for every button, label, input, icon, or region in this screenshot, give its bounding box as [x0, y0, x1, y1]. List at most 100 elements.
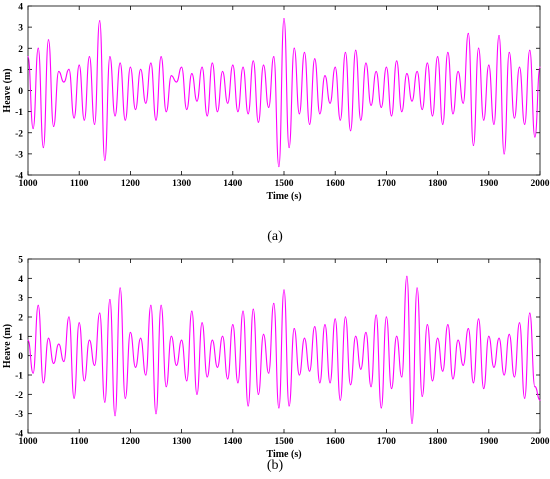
data-point	[247, 113, 249, 115]
data-point	[175, 364, 178, 366]
data-point	[68, 316, 70, 318]
data-point	[134, 366, 137, 368]
data-point	[78, 322, 80, 324]
data-point	[467, 32, 469, 35]
data-point	[385, 66, 387, 68]
data-point	[462, 102, 464, 104]
x-tick-label: 1200	[121, 437, 140, 447]
data-point	[206, 115, 208, 117]
data-point	[165, 111, 167, 113]
x-tick-label: 1400	[223, 437, 242, 447]
data-point	[513, 376, 516, 378]
x-tick-label: 2000	[531, 437, 550, 447]
data-point	[370, 104, 372, 106]
data-point	[472, 144, 475, 147]
data-point	[288, 146, 290, 149]
data-point	[416, 287, 418, 289]
data-point	[380, 106, 382, 108]
data-point	[206, 376, 208, 378]
data-point	[411, 100, 413, 102]
data-point	[63, 360, 65, 363]
data-point	[42, 146, 44, 149]
data-point	[390, 115, 393, 117]
data-point	[442, 370, 444, 372]
data-point	[186, 380, 188, 382]
y-tick-label: -3	[15, 410, 23, 420]
data-point	[201, 66, 203, 68]
data-point	[252, 60, 254, 62]
data-point	[426, 62, 428, 64]
data-point	[401, 111, 403, 113]
data-point	[175, 81, 178, 83]
data-point	[78, 64, 80, 66]
y-axis-label: Heave (m)	[2, 324, 13, 368]
data-point	[314, 58, 316, 60]
data-point	[58, 343, 60, 345]
data-point	[99, 312, 101, 314]
y-tick-label: 3	[18, 294, 23, 304]
data-point	[457, 339, 459, 341]
data-point	[283, 289, 285, 291]
data-point	[324, 324, 326, 326]
data-point	[375, 314, 377, 316]
data-point	[421, 108, 423, 111]
data-point	[268, 106, 270, 108]
data-point	[283, 18, 285, 20]
y-tick-label: -2	[15, 391, 23, 401]
data-point	[452, 378, 454, 380]
data-point	[437, 337, 439, 339]
data-point	[150, 62, 152, 64]
data-point	[63, 81, 65, 83]
data-point	[406, 275, 408, 277]
panel-caption: (a)	[267, 229, 283, 244]
data-point	[124, 119, 126, 121]
data-point	[508, 51, 510, 54]
data-point	[529, 49, 531, 51]
x-tick-label: 1700	[377, 437, 396, 447]
data-point	[309, 123, 311, 125]
data-point	[145, 374, 147, 376]
y-tick-label: -1	[15, 372, 23, 382]
y-tick-label: -4	[15, 430, 23, 440]
data-point	[370, 386, 372, 388]
data-point	[165, 386, 167, 388]
data-point	[411, 422, 413, 424]
data-point	[83, 119, 85, 121]
data-point	[114, 115, 116, 117]
data-point	[221, 70, 224, 73]
data-point	[191, 310, 193, 312]
y-axis-label: Heave (m)	[2, 68, 13, 112]
data-point	[278, 165, 280, 168]
data-point	[119, 287, 121, 289]
data-point	[477, 47, 480, 49]
data-point	[129, 331, 131, 334]
x-tick-label: 1500	[275, 437, 294, 447]
data-point	[99, 20, 101, 22]
data-point	[211, 339, 213, 341]
data-point	[155, 413, 157, 415]
data-point	[462, 364, 464, 366]
data-point	[196, 393, 198, 395]
data-point	[201, 322, 203, 324]
data-point	[303, 337, 306, 339]
data-point	[140, 68, 142, 70]
y-tick-label: 3	[18, 24, 23, 34]
data-point	[109, 56, 111, 58]
data-point	[498, 337, 500, 339]
y-tick-label: 2	[18, 45, 23, 55]
data-point	[375, 70, 377, 73]
data-point	[380, 407, 382, 409]
data-point	[334, 66, 336, 68]
heave-series-line	[27, 275, 541, 424]
data-point	[247, 405, 249, 407]
data-point	[483, 119, 485, 121]
x-axis-label: Time (s)	[266, 191, 301, 202]
data-point	[83, 380, 85, 382]
data-point	[227, 378, 229, 380]
x-tick-label: 1800	[428, 179, 447, 189]
x-tick-label: 1300	[172, 179, 191, 189]
data-point	[355, 49, 357, 51]
data-point	[303, 51, 306, 54]
data-point	[298, 374, 300, 376]
